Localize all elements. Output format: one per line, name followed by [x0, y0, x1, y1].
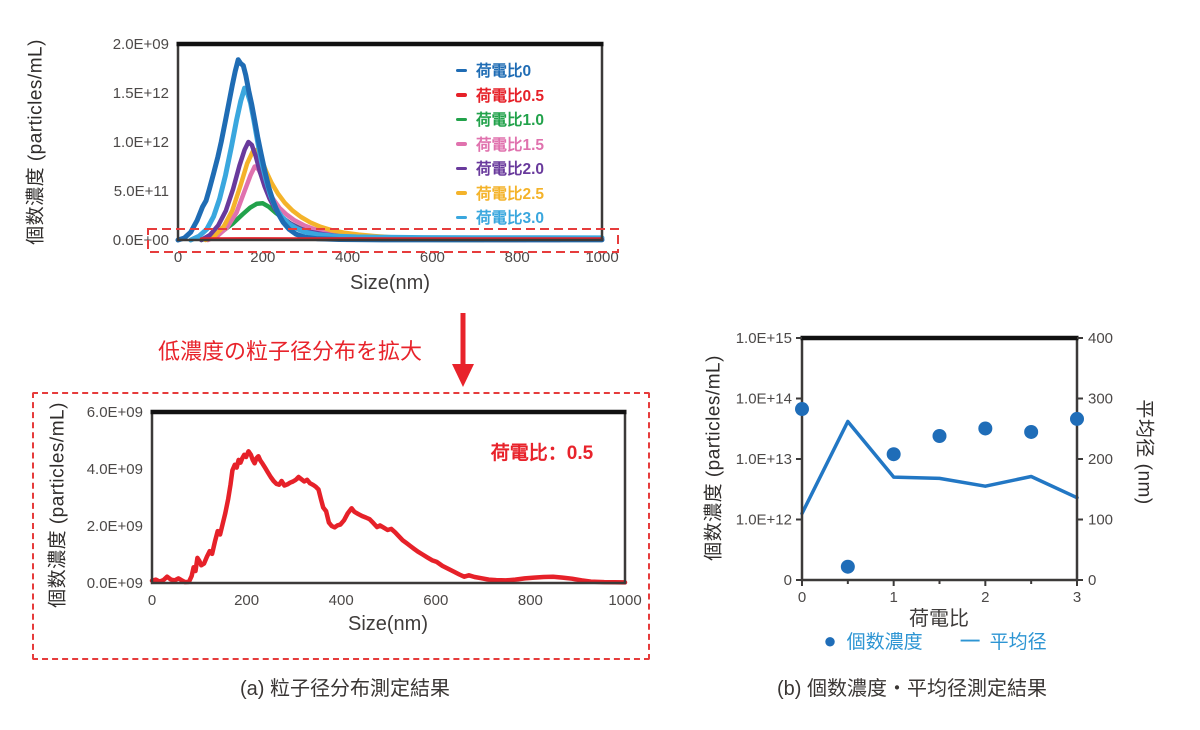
panel-b-left-axis-label: 個数濃度 (particles/mL) — [703, 355, 725, 561]
legend-label: 荷電比1.5 — [476, 136, 545, 154]
zoom-chart-xtick: 800 — [518, 592, 543, 609]
charge-ratio-legend: 荷電比0 荷電比0.5 荷電比1.0 荷電比1.5 荷電比2.0 荷電比2.5 … — [456, 58, 544, 230]
panel-b-left-ytick: 1.0E+12 — [736, 512, 792, 529]
top-chart-x-axis-label: Size(nm) — [349, 272, 431, 294]
legend-label-mean-diameter: 平均径 — [989, 632, 1047, 653]
legend-item-charge-1p0: 荷電比1.0 — [456, 107, 544, 132]
top-chart-ytick: 2.0E+09 — [113, 36, 169, 53]
panel-b-right-ytick: 300 — [1088, 391, 1113, 408]
caption-panel-b: (b) 個数濃度・平均径測定結果 — [777, 678, 1047, 700]
zoom-chart-series-annotation: 荷電比：0.5 — [490, 443, 594, 464]
panel-b-xtick: 3 — [1073, 589, 1081, 606]
top-chart-xtick: 800 — [505, 249, 530, 266]
low-concentration-highlight-band — [147, 228, 619, 253]
panel-b-right-axis-label: 平均径 (nm) — [1133, 399, 1155, 505]
top-chart-xtick: 0 — [174, 249, 182, 266]
line-dash-icon: — — [960, 629, 980, 651]
panel-b-xtick: 2 — [981, 589, 989, 606]
panel-b-right-ytick: 0 — [1088, 572, 1096, 589]
panel-b-right-ytick: 100 — [1088, 512, 1113, 529]
zoom-chart-xtick: 0 — [148, 592, 156, 609]
zoom-chart-xtick: 1000 — [608, 592, 641, 609]
top-chart-y-axis-label: 個数濃度 (particles/mL) — [25, 39, 47, 245]
legend-item-charge-2p0: 荷電比2.0 — [456, 156, 544, 181]
panel-b-xtick: 1 — [889, 589, 897, 606]
legend-dash-icon — [456, 117, 467, 121]
top-chart-xtick: 200 — [250, 249, 275, 266]
legend-label: 荷電比3.0 — [476, 210, 545, 228]
panel-b-left-ytick: 1.0E+15 — [736, 330, 792, 347]
zoom-series-line — [149, 449, 628, 585]
zoom-annotation-text: 低濃度の粒子径分布を拡大 — [158, 339, 423, 364]
top-chart-ytick: 5.0E+11 — [114, 183, 169, 200]
top-chart-xtick: 600 — [420, 249, 445, 266]
zoom-chart-ytick: 6.0E+09 — [87, 404, 143, 421]
legend-label: 荷電比0.5 — [476, 87, 545, 105]
concentration-dot — [795, 402, 809, 417]
caption-panel-a: (a) 粒子径分布測定結果 — [240, 678, 450, 700]
legend-label: 荷電比2.5 — [476, 185, 545, 203]
top-chart-xtick: 400 — [335, 249, 360, 266]
concentration-dot — [932, 428, 947, 443]
legend-dash-icon — [456, 191, 467, 195]
top-chart-ytick: 1.0E+12 — [113, 134, 169, 151]
legend-dash-icon — [456, 215, 467, 219]
zoom-chart-ytick: 2.0E+09 — [87, 518, 143, 535]
concentration-dot — [1024, 424, 1039, 439]
panel-b-xtick: 0 — [798, 589, 806, 606]
zoom-highlight-dashed-box — [32, 392, 650, 660]
legend-dash-icon — [456, 93, 467, 97]
panel-b-legend: ● 個数濃度 — 平均径 — [823, 627, 1046, 654]
zoom-chart-xtick: 400 — [329, 592, 354, 609]
concentration-dot — [840, 559, 855, 574]
panel-b-x-axis-label: 荷電比 — [909, 608, 969, 630]
legend-item-charge-0p5: 荷電比0.5 — [456, 83, 544, 108]
panel-b-left-ytick: 0 — [784, 572, 792, 589]
mean-diameter-line — [800, 419, 1079, 516]
top-chart-xtick: 1000 — [585, 249, 618, 266]
panel-b-chart-border — [800, 336, 1079, 582]
concentration-dot — [1070, 411, 1084, 426]
top-chart-ytick: 0.0E+00 — [113, 232, 169, 249]
legend-item-charge-2p5: 荷電比2.5 — [456, 181, 544, 206]
zoom-chart-x-axis-label: Size(nm) — [347, 613, 429, 635]
legend-label-concentration: 個数濃度 — [846, 632, 923, 653]
legend-dash-icon — [456, 142, 467, 146]
scatter-dot-icon: ● — [823, 627, 837, 653]
zoom-chart-y-axis-label: 個数濃度 (particles/mL) — [47, 402, 69, 608]
legend-dash-icon — [456, 68, 467, 72]
zoom-arrow-head — [452, 364, 474, 387]
zoom-chart-ytick: 0.0E+09 — [87, 575, 143, 592]
top-chart-ytick: 1.5E+12 — [113, 85, 169, 102]
panel-b-right-ytick: 200 — [1088, 451, 1113, 468]
legend-item-charge-1p5: 荷電比1.5 — [456, 132, 544, 157]
legend-item-charge-0: 荷電比0 — [456, 58, 544, 83]
panel-b-right-ytick: 400 — [1088, 330, 1113, 347]
zoom-chart-xtick: 600 — [423, 592, 448, 609]
zoom-chart-ytick: 4.0E+09 — [87, 461, 143, 478]
legend-label: 荷電比0 — [476, 63, 532, 81]
legend-label: 荷電比1.0 — [476, 112, 545, 130]
legend-label: 荷電比2.0 — [476, 161, 545, 179]
concentration-dot — [886, 447, 901, 462]
legend-dash-icon — [456, 166, 467, 170]
concentration-dot — [978, 421, 993, 436]
panel-b-left-ytick: 1.0E+14 — [736, 391, 792, 408]
zoom-chart-xtick: 200 — [234, 592, 259, 609]
legend-item-charge-3p0: 荷電比3.0 — [456, 205, 544, 230]
series-line-0 — [175, 57, 605, 243]
panel-b-left-ytick: 1.0E+13 — [736, 451, 792, 468]
